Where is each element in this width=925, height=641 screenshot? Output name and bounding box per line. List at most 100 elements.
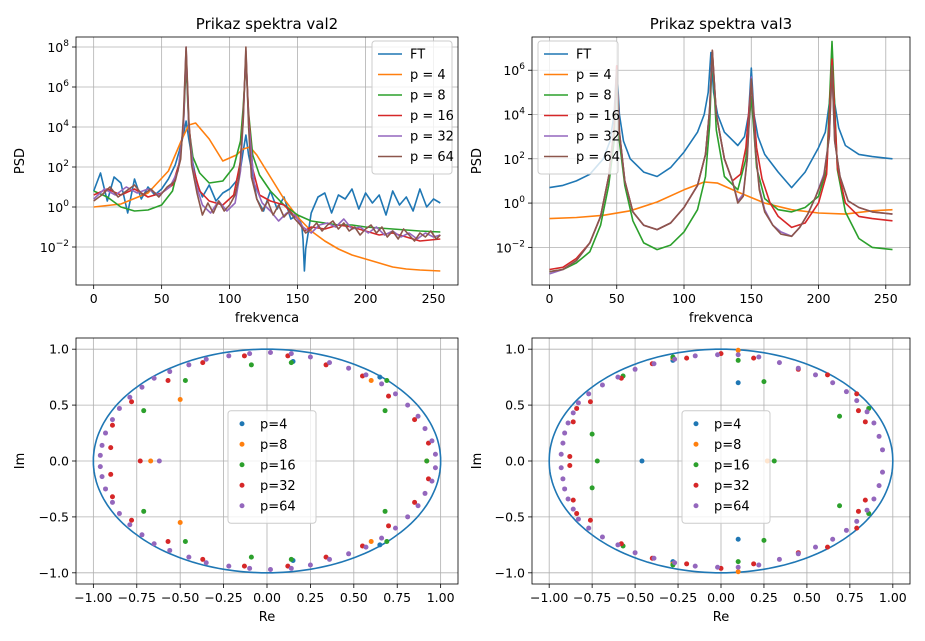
scatter-point	[813, 544, 818, 550]
x-axis-label: frekvenca	[235, 311, 299, 326]
x-tick-label: 250	[874, 291, 898, 306]
scatter-point	[103, 486, 109, 492]
scatter-point	[854, 398, 860, 404]
scatter-point	[855, 408, 861, 414]
y-tick-label: 10−2	[40, 239, 69, 255]
scatter-point	[148, 458, 154, 464]
y-tick-label: 104	[503, 107, 525, 123]
scatter-point	[735, 380, 741, 386]
x-tick-label: 1.00	[427, 590, 455, 605]
y-tick-label: 1.0	[49, 342, 69, 357]
scatter-point	[825, 372, 831, 378]
scatter-point	[415, 413, 421, 419]
scatter-point	[288, 565, 294, 571]
scatter-point	[363, 544, 369, 550]
y-tick-label: −1.0	[495, 565, 525, 580]
scatter-point	[307, 562, 313, 568]
scatter-point	[871, 420, 877, 426]
y-tick-exponent: 4	[63, 119, 69, 129]
legend-marker	[693, 503, 699, 509]
scatter-point	[346, 365, 352, 371]
scatter-point	[837, 413, 843, 419]
scatter-point	[127, 394, 133, 400]
y-tick-label: 100	[47, 199, 69, 215]
scatter-point	[267, 350, 273, 356]
legend-marker	[693, 421, 699, 427]
scatter-point	[567, 462, 573, 468]
scatter-point	[574, 405, 580, 411]
scatter-point	[141, 508, 147, 514]
scatter-point	[735, 569, 741, 575]
scatter-point	[368, 539, 374, 545]
scatter-point	[880, 469, 886, 475]
legend-label: p=4	[260, 417, 287, 432]
legend-label: p = 16	[576, 109, 620, 124]
legend-label: p=32	[260, 479, 296, 494]
scatter-point	[854, 391, 860, 397]
y-tick-label: −1.0	[39, 565, 69, 580]
scatter-point	[384, 377, 390, 383]
scatter-point	[825, 544, 831, 550]
x-tick-label: 0.25	[296, 590, 324, 605]
scatter-point	[116, 511, 122, 517]
scatter-point	[415, 503, 421, 509]
scatter-point	[854, 525, 860, 531]
y-tick-label: 1.0	[505, 342, 525, 357]
x-tick-label: 0	[90, 291, 98, 306]
scatter-point	[248, 362, 254, 368]
scatter-point	[871, 496, 877, 502]
plot-area	[548, 347, 894, 575]
legend-label: p=32	[714, 479, 750, 494]
x-tick-label: 100	[218, 291, 242, 306]
legend-label: p=16	[260, 458, 296, 473]
scatter-point	[248, 554, 254, 560]
scatter-point	[186, 554, 192, 560]
scatter-point	[99, 442, 105, 448]
scatter-point	[751, 355, 757, 361]
scatter-point	[651, 555, 657, 561]
scatter-point	[570, 506, 576, 512]
y-tick-exponent: −2	[512, 239, 525, 249]
scatter-point	[735, 357, 741, 363]
x-tick-label: 0.50	[340, 590, 368, 605]
scatter-point	[864, 409, 870, 415]
scatter-point	[692, 353, 698, 359]
x-tick-label: −0.25	[204, 590, 242, 605]
legend-label: p = 64	[576, 150, 620, 165]
scatter-point	[570, 410, 576, 416]
scatter-point	[843, 527, 849, 533]
x-tick-label: 200	[354, 291, 378, 306]
scatter-point	[854, 518, 860, 524]
scatter-point	[429, 478, 435, 484]
legend-label: p=4	[714, 417, 741, 432]
scatter-point	[735, 352, 741, 358]
scatter-point	[615, 374, 621, 380]
y-tick-label: 0.5	[505, 398, 525, 413]
scatter-point	[599, 534, 605, 540]
x-tick-label: 0.75	[836, 590, 864, 605]
scatter-point	[587, 399, 593, 405]
x-tick-label: −0.75	[118, 590, 156, 605]
y-tick-label: 0.0	[49, 454, 69, 469]
scatter-point	[735, 536, 741, 542]
scatter-point	[99, 474, 105, 480]
scatter-point	[288, 360, 294, 366]
x-tick-label: 1.00	[879, 590, 907, 605]
scatter-point	[424, 458, 430, 464]
scatter-point	[129, 399, 135, 405]
series-line	[549, 181, 893, 220]
scatter-point	[141, 408, 147, 414]
legend-marker	[693, 462, 699, 468]
scatter-point	[368, 377, 374, 383]
scatter-point	[776, 556, 782, 562]
scatter-point	[876, 433, 882, 439]
scatter-point	[151, 541, 157, 547]
scatter-point	[108, 471, 114, 477]
chart-panel: −1.00 −0.75 −0.50 −0.25 0.00 0.25 0.50 0.75 1.00…	[470, 337, 911, 625]
scatter-point	[751, 561, 757, 567]
y-tick-exponent: −2	[56, 239, 69, 249]
scatter-point	[327, 556, 333, 562]
scatter-point	[241, 563, 247, 569]
scatter-point	[288, 556, 294, 562]
legend-label: p = 64	[410, 150, 454, 165]
